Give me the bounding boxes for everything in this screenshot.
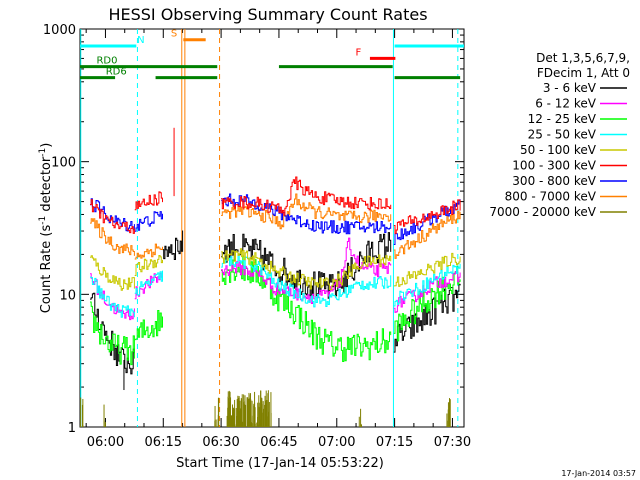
legend-label: 6 - 12 keV bbox=[535, 97, 597, 111]
series-50-100keV-line bbox=[221, 248, 392, 291]
series-800-7000keV-line bbox=[134, 243, 163, 260]
legend-header-2: FDecim 1, Att 0 bbox=[537, 66, 630, 80]
y-tick-label: 1000 bbox=[43, 23, 76, 38]
series-100-300keV-line bbox=[134, 191, 163, 211]
legend-label: 7000 - 20000 keV bbox=[489, 205, 596, 219]
legend-label: 800 - 7000 keV bbox=[505, 190, 597, 204]
series-3-6keV-line bbox=[90, 292, 135, 375]
series-12-25keV-line bbox=[90, 301, 135, 366]
plot-frame bbox=[79, 28, 465, 428]
flag-label-rd0: RD0 bbox=[96, 56, 117, 67]
x-tick-label: 06:15 bbox=[145, 435, 182, 450]
y-axis-label-main: Count Rate (s bbox=[39, 225, 54, 314]
series-25-50keV-line bbox=[134, 270, 163, 296]
series-300-800keV-line bbox=[134, 211, 163, 232]
series-12-25keV-line bbox=[134, 310, 163, 341]
series-25-50keV-line bbox=[90, 276, 135, 318]
series-12-25keV-line bbox=[393, 266, 461, 342]
x-axis-label: Start Time (17-Jan-14 05:53:22) bbox=[176, 456, 384, 471]
series-300-800keV-line bbox=[90, 198, 135, 232]
y-axis-label: Count Rate (s-1 detector-1) bbox=[38, 143, 54, 314]
legend-label: 300 - 800 keV bbox=[512, 174, 596, 188]
y-tick-label: 100 bbox=[51, 156, 76, 171]
legend-label: 25 - 50 keV bbox=[528, 128, 597, 142]
legend-label: 100 - 300 keV bbox=[512, 159, 596, 173]
x-tick-label: 07:30 bbox=[434, 435, 471, 450]
series-800-7000keV-line bbox=[393, 210, 461, 259]
series-6-12keV-line bbox=[90, 273, 135, 321]
series-300-800keV-line bbox=[221, 193, 392, 235]
series-800-7000keV-line bbox=[90, 218, 135, 256]
y-tick-label: 10 bbox=[59, 288, 76, 303]
series-12-25keV-line bbox=[221, 255, 392, 362]
series-800-7000keV-line bbox=[221, 193, 392, 230]
series-3-6keV-line bbox=[162, 230, 184, 260]
legend-label: 3 - 6 keV bbox=[543, 81, 597, 95]
flag-label-f: F bbox=[355, 47, 361, 58]
plot-area: 1 10 100 1000 06:00 06:15 06:30 06:45 07:00 07:15… bbox=[43, 23, 471, 450]
y-axis-label-end: ) bbox=[39, 143, 54, 148]
y-axis-label-sup1: -1 bbox=[38, 216, 48, 225]
legend-label: 12 - 25 keV bbox=[528, 112, 597, 126]
flag-label-rd6: RD6 bbox=[106, 67, 127, 78]
x-tick-label: 07:15 bbox=[376, 435, 413, 450]
series-100-300keV-line bbox=[90, 199, 135, 234]
series-3-6keV-line bbox=[221, 232, 392, 299]
legend-label: 50 - 100 keV bbox=[520, 143, 597, 157]
series-3-6keV-line bbox=[393, 283, 461, 353]
x-tick-label: 07:00 bbox=[318, 435, 355, 450]
series-50-100keV-line bbox=[134, 255, 163, 276]
flag-label-n: N bbox=[137, 35, 144, 46]
series-50-100keV-line bbox=[393, 252, 461, 287]
y-axis-label-sup2: -1 bbox=[38, 148, 48, 157]
legend: Det 1,3,5,6,7,9, FDecim 1, Att 0 3 - 6 k… bbox=[489, 51, 630, 219]
series-300-800keV-line bbox=[393, 199, 461, 245]
series-50-100keV-line bbox=[90, 255, 135, 291]
series-100-300keV-line bbox=[221, 176, 392, 216]
y-axis-label-mid: detector bbox=[39, 156, 54, 216]
x-tick-label: 06:45 bbox=[260, 435, 297, 450]
x-tick-label: 06:00 bbox=[87, 435, 124, 450]
series-25-50keV-line bbox=[393, 263, 461, 307]
legend-header-1: Det 1,3,5,6,7,9, bbox=[536, 51, 630, 65]
x-tick-label: 06:30 bbox=[202, 435, 239, 450]
y-tick-label: 1 bbox=[68, 421, 76, 436]
series-6-12keV-line bbox=[393, 271, 461, 313]
chart-title: HESSI Observing Summary Count Rates bbox=[108, 5, 427, 24]
footer-timestamp: 17-Jan-2014 03:57 bbox=[561, 469, 636, 478]
series-100-300keV-line bbox=[393, 199, 461, 234]
flag-label-s: S bbox=[171, 29, 177, 40]
